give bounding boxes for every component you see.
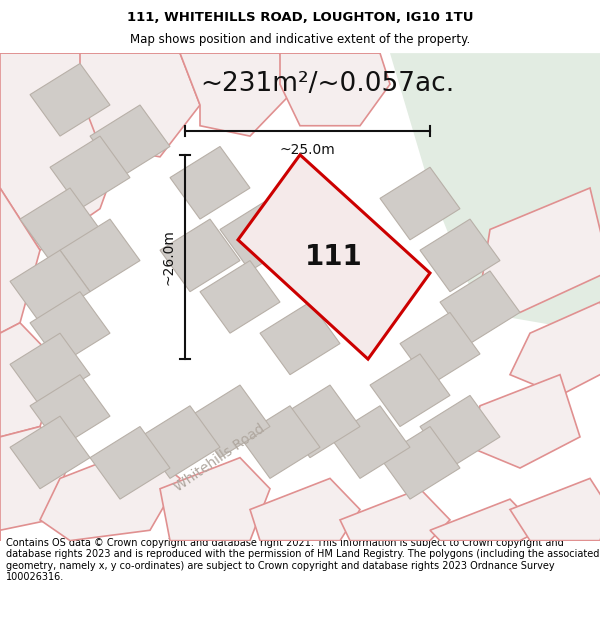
Polygon shape bbox=[190, 385, 270, 458]
Polygon shape bbox=[40, 448, 180, 541]
Polygon shape bbox=[480, 188, 600, 312]
Text: ~26.0m: ~26.0m bbox=[161, 229, 175, 285]
Polygon shape bbox=[90, 426, 170, 499]
Text: 111: 111 bbox=[305, 242, 363, 271]
Polygon shape bbox=[440, 271, 520, 344]
Polygon shape bbox=[90, 105, 170, 177]
Text: ~231m²/~0.057ac.: ~231m²/~0.057ac. bbox=[200, 71, 454, 98]
Text: ~25.0m: ~25.0m bbox=[280, 143, 335, 158]
Polygon shape bbox=[10, 250, 90, 322]
Text: Map shows position and indicative extent of the property.: Map shows position and indicative extent… bbox=[130, 33, 470, 46]
Polygon shape bbox=[30, 374, 110, 448]
Polygon shape bbox=[30, 64, 110, 136]
Polygon shape bbox=[390, 53, 600, 333]
Polygon shape bbox=[160, 219, 240, 292]
Polygon shape bbox=[200, 261, 280, 333]
Polygon shape bbox=[280, 385, 360, 458]
Polygon shape bbox=[10, 333, 90, 406]
Polygon shape bbox=[340, 489, 450, 541]
Polygon shape bbox=[20, 188, 100, 261]
Text: Contains OS data © Crown copyright and database right 2021. This information is : Contains OS data © Crown copyright and d… bbox=[6, 538, 599, 582]
Polygon shape bbox=[380, 426, 460, 499]
Polygon shape bbox=[420, 219, 500, 292]
Polygon shape bbox=[220, 198, 300, 271]
Polygon shape bbox=[430, 499, 540, 541]
Polygon shape bbox=[510, 478, 600, 541]
Text: 111, WHITEHILLS ROAD, LOUGHTON, IG10 1TU: 111, WHITEHILLS ROAD, LOUGHTON, IG10 1TU bbox=[127, 11, 473, 24]
Polygon shape bbox=[330, 406, 410, 478]
Polygon shape bbox=[470, 374, 580, 468]
Polygon shape bbox=[510, 302, 600, 396]
Polygon shape bbox=[370, 354, 450, 426]
Polygon shape bbox=[380, 168, 460, 240]
Polygon shape bbox=[50, 136, 130, 209]
Polygon shape bbox=[0, 426, 70, 541]
Polygon shape bbox=[170, 146, 250, 219]
Polygon shape bbox=[180, 53, 290, 136]
Polygon shape bbox=[250, 478, 360, 541]
Polygon shape bbox=[0, 322, 60, 437]
Polygon shape bbox=[10, 416, 90, 489]
Polygon shape bbox=[0, 188, 40, 333]
Polygon shape bbox=[260, 302, 340, 374]
Text: Whitehills Road: Whitehills Road bbox=[172, 421, 268, 494]
Polygon shape bbox=[160, 458, 270, 541]
Polygon shape bbox=[400, 312, 480, 385]
Polygon shape bbox=[420, 396, 500, 468]
Polygon shape bbox=[280, 53, 390, 126]
Polygon shape bbox=[140, 406, 220, 478]
Polygon shape bbox=[80, 53, 200, 157]
Polygon shape bbox=[238, 155, 430, 359]
Polygon shape bbox=[0, 53, 130, 250]
Polygon shape bbox=[30, 292, 110, 364]
Polygon shape bbox=[240, 406, 320, 478]
Polygon shape bbox=[60, 219, 140, 292]
